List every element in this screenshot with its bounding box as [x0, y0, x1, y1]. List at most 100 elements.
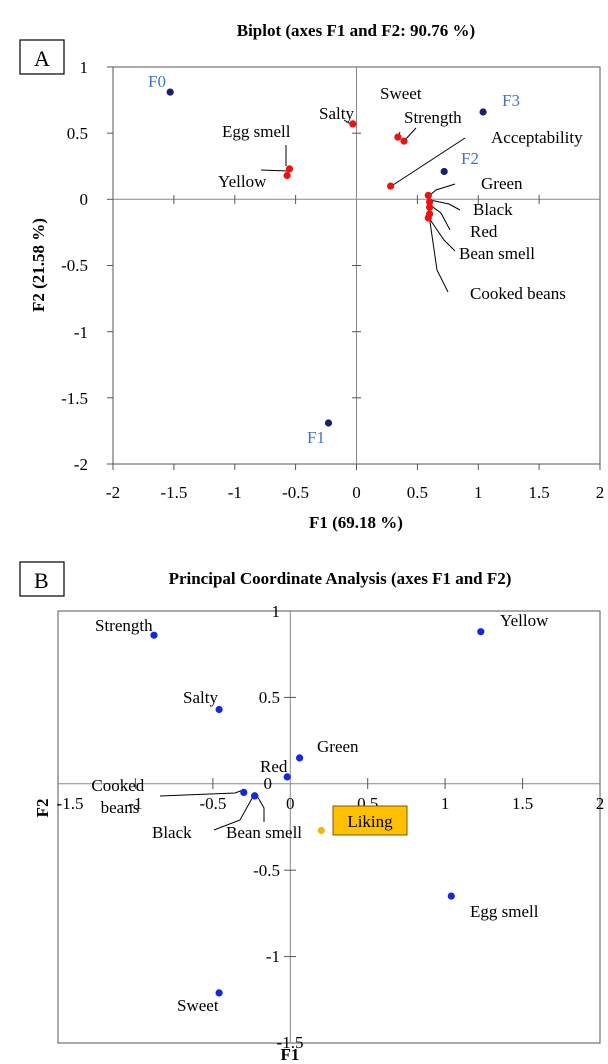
panel-a-label-f0: F0 [148, 72, 166, 91]
point-egg-smell [285, 165, 294, 173]
panel-b-x-tick-neg1: -1 [128, 794, 142, 813]
panel-b-y-axis-title: F2 [33, 799, 52, 818]
panel-a-label-red: Red [470, 222, 498, 241]
point-red [426, 203, 434, 211]
point-f3 [479, 108, 487, 116]
panel-a-variable-points [283, 120, 434, 222]
point-yellow [477, 628, 485, 636]
panel-b-y-tick-neg0.5: -0.5 [253, 861, 280, 880]
point-f1 [324, 419, 333, 427]
panel-b-label-black: Black [152, 823, 192, 842]
panel-b-label-cooked-beans: Cooked beans [91, 776, 148, 817]
panel-b-label-yellow: Yellow [500, 611, 549, 630]
point-bean-smell [251, 792, 259, 800]
panel-a-x-tick-2: 2 [596, 483, 605, 502]
panel-a-y-tick-0: 0 [80, 190, 89, 209]
panel-b-x-tick-neg0.5: -0.5 [199, 794, 226, 813]
point-sweet [394, 133, 402, 141]
panel-a-y-tick-0.5: 0.5 [67, 124, 88, 143]
panel-a-y-tick-neg0.5: -0.5 [61, 256, 88, 275]
panel-b-label-sweet: Sweet [177, 996, 219, 1015]
panel-a-x-tick-neg2: -2 [106, 483, 120, 502]
point-f2 [440, 167, 448, 176]
point-sweet [215, 989, 223, 997]
panel-a-leader-lines [260, 119, 466, 293]
panel-a-label-egg-smell: Egg smell [222, 122, 291, 141]
panel-b-y-tick-neg1: -1 [266, 947, 280, 966]
panel-a-label-green: Green [481, 174, 523, 193]
panel-a-label-f3: F3 [502, 91, 520, 110]
point-f0 [166, 88, 174, 96]
panel-a-y-tick-1: 1 [80, 58, 89, 77]
point-yellow [283, 171, 291, 180]
panel-b-label-red: Red [260, 757, 288, 776]
point-strength [150, 631, 158, 639]
panel-b-title: Principal Coordinate Analysis (axes F1 a… [169, 569, 512, 588]
panel-b-label-cooked-beans-line2: beans [101, 798, 140, 817]
point-green [424, 191, 432, 199]
point-cooked-beans [240, 788, 248, 797]
panel-a-label-salty: Salty [319, 104, 354, 123]
panel-b-tick-marks [134, 696, 524, 958]
panel-a-x-tick-neg0.5: -0.5 [282, 483, 309, 502]
panel-a-x-tick-neg1: -1 [228, 483, 242, 502]
panel-a-x-tick-0.5: 0.5 [407, 483, 428, 502]
panel-a-x-tick-neg1.5: -1.5 [160, 483, 187, 502]
point-acceptability [387, 182, 395, 190]
panel-a-y-tick-neg2: -2 [74, 455, 88, 474]
panel-a-label-cooked-beans: Cooked beans [470, 284, 566, 303]
panel-b-y-tick-0.5: 0.5 [259, 688, 280, 707]
panel-b-label-bean-smell: Bean smell [226, 823, 302, 842]
panel-a-title: Biplot (axes F1 and F2: 90.76 %) [237, 21, 475, 40]
panel-a-x-tick-0: 0 [352, 483, 361, 502]
panel-b-x-tick-1.5: 1.5 [512, 794, 533, 813]
panel-a-y-tick-neg1.5: -1.5 [61, 389, 88, 408]
panel-a-label-yellow: Yellow [218, 172, 267, 191]
panel-b-attribute-points [150, 628, 485, 997]
panel-b-plot-frame [57, 610, 601, 1044]
point-salty [349, 120, 357, 128]
panel-a-x-tick-1.5: 1.5 [528, 483, 549, 502]
panel-a-observation-points [166, 88, 487, 427]
panel-a: A Biplot (axes F1 and F2: 90.76 %) 1 0.5… [19, 21, 605, 532]
panel-a-y-tick-marks [107, 66, 361, 465]
panel-b-leader-lines [159, 789, 265, 831]
point-red [283, 773, 291, 781]
point-strength [400, 137, 408, 145]
panel-b-label-salty: Salty [183, 688, 218, 707]
panel-a-y-tick-neg1: -1 [74, 323, 88, 342]
panel-a-label-sweet: Sweet [380, 84, 422, 103]
point-salty [215, 705, 223, 714]
panel-b-liking-box [332, 805, 408, 836]
panel-b-label-egg-smell: Egg smell [470, 902, 539, 921]
panel-a-label-acceptability: Acceptability [491, 128, 583, 147]
panel-b-x-tick-neg1.5: -1.5 [57, 794, 84, 813]
panel-a-label-black: Black [473, 200, 513, 219]
panel-a-x-axis-title: F1 (69.18 %) [309, 513, 403, 532]
panel-b-x-tick-0: 0 [286, 794, 295, 813]
panel-b-y-tick-1: 1 [272, 602, 281, 621]
panel-b-label-liking: Liking [347, 812, 393, 831]
panel-b-label-cooked-beans-line1: Cooked [91, 776, 144, 795]
panel-a-label-f1: F1 [307, 428, 325, 447]
panel-b-label-box [19, 561, 65, 597]
panel-b-label: B [34, 568, 49, 593]
panel-a-x-tick-marks [112, 195, 601, 470]
panel-a-label-strength: Strength [404, 108, 462, 127]
point-green [296, 754, 304, 762]
panel-a-label-box [19, 39, 65, 75]
panel-a-label: A [34, 46, 50, 71]
panel-a-label-f2: F2 [461, 149, 479, 168]
panel-b-y-tick-0: 0 [264, 774, 273, 793]
panel-b-x-axis-title: F1 [281, 1045, 300, 1064]
point-egg-smell [447, 892, 455, 900]
panel-a-x-tick-1: 1 [474, 483, 483, 502]
point-black [426, 198, 434, 206]
panel-b-x-tick-1: 1 [441, 794, 450, 813]
panel-b-x-tick-2: 2 [596, 794, 605, 813]
panel-b-label-green: Green [317, 737, 359, 756]
panel-b: B Principal Coordinate Analysis (axes F1… [19, 561, 605, 1064]
panel-b-label-strength: Strength [95, 616, 153, 635]
